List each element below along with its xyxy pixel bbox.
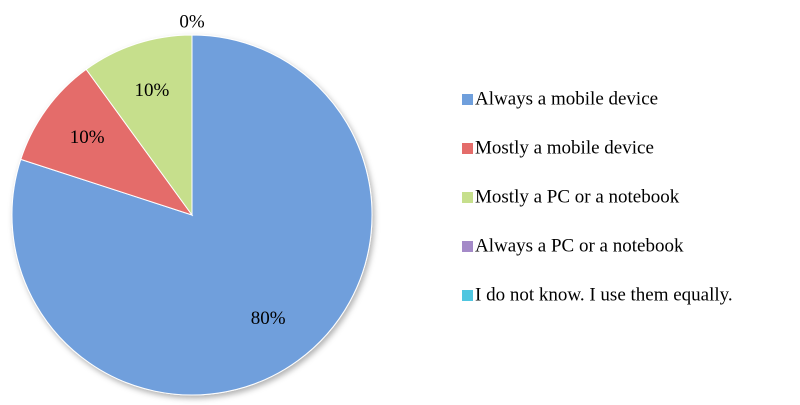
legend-swatch xyxy=(462,290,473,301)
pie-slice xyxy=(20,68,194,216)
legend-label: I do not know. I use them equally. xyxy=(475,284,733,305)
legend-label: Mostly a PC or a notebook xyxy=(475,186,680,207)
legend-swatch xyxy=(462,143,473,154)
data-label: 80% xyxy=(251,308,286,329)
legend-swatch xyxy=(462,241,473,252)
pie-slice xyxy=(11,34,373,396)
data-label: 0% xyxy=(179,11,205,32)
legend-label: Always a mobile device xyxy=(475,88,658,109)
legend-swatch xyxy=(462,192,473,203)
data-label: 10% xyxy=(70,127,105,148)
pie xyxy=(11,34,373,396)
data-label: 10% xyxy=(135,80,170,101)
legend-swatch xyxy=(462,94,473,105)
legend-label: Mostly a mobile device xyxy=(475,137,654,158)
legend-label: Always a PC or a notebook xyxy=(475,235,684,256)
pie-slice xyxy=(85,34,193,217)
